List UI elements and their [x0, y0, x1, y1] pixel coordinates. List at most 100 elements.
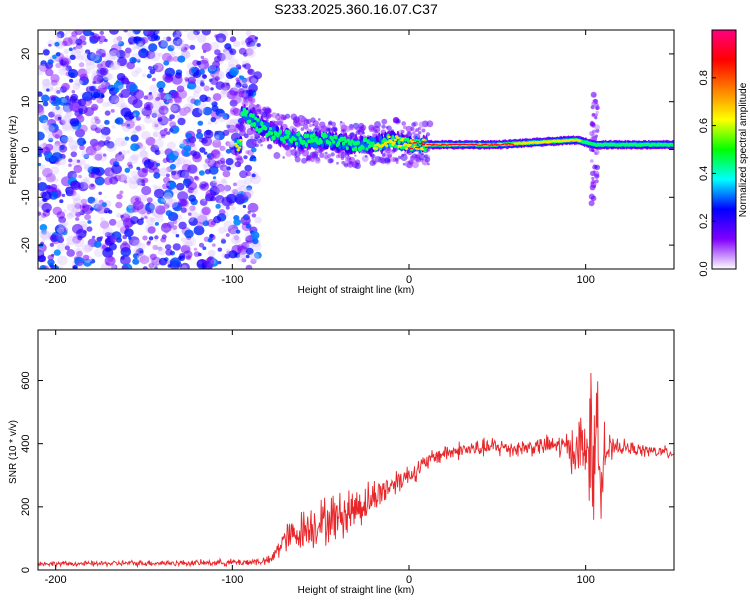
- noise-speckle: [215, 203, 221, 209]
- noise-speckle: [145, 216, 155, 225]
- noise-speckle: [210, 117, 217, 123]
- ridge-band: [254, 116, 258, 121]
- ridge-halo: [243, 96, 250, 103]
- noise-speckle: [229, 36, 237, 43]
- noise-speckle: [140, 48, 147, 53]
- ridge-band: [480, 144, 484, 146]
- ridge-halo: [331, 121, 336, 127]
- ridge-halo: [273, 152, 281, 159]
- noise-speckle: [74, 256, 85, 266]
- noise-speckle: [119, 190, 124, 195]
- noise-speckle: [150, 217, 156, 223]
- noise-speckle: [62, 104, 71, 113]
- noise-speckle: [113, 87, 120, 93]
- noise-speckle: [98, 144, 102, 148]
- noise-speckle: [38, 131, 45, 141]
- noise-speckle: [66, 249, 75, 257]
- ridge-band: [309, 134, 313, 140]
- noise-speckle: [132, 239, 142, 248]
- noise-speckle: [58, 157, 67, 166]
- ridge-spur: [594, 124, 600, 130]
- snr-y-label: SNR (10 * v/v): [8, 420, 19, 484]
- noise-speckle: [225, 233, 230, 237]
- noise-speckle: [219, 145, 226, 151]
- noise-speckle: [79, 35, 87, 42]
- ridge-spur: [595, 110, 599, 115]
- noise-speckle: [105, 142, 117, 153]
- noise-speckle: [38, 65, 45, 76]
- noise-speckle: [38, 177, 42, 181]
- noise-speckle: [74, 247, 83, 255]
- noise-speckle: [168, 181, 177, 189]
- colorbar-frame: [711, 29, 737, 270]
- noise-speckle: [69, 54, 76, 60]
- noise-speckle: [154, 30, 161, 36]
- noise-speckle: [77, 80, 84, 86]
- noise-speckle: [256, 43, 261, 47]
- noise-speckle: [173, 148, 182, 156]
- noise-speckle: [253, 71, 263, 80]
- ridge-band: [267, 130, 271, 136]
- noise-speckle: [168, 151, 179, 161]
- noise-speckle: [98, 35, 106, 43]
- noise-speckle: [72, 265, 78, 269]
- ridge-spur: [592, 164, 597, 170]
- noise-speckle: [126, 80, 131, 85]
- noise-speckle: [42, 78, 50, 86]
- colorbar-tick-label: 0.0: [698, 261, 710, 276]
- noise-speckle: [101, 202, 107, 208]
- noise-speckle: [165, 36, 172, 42]
- ridge-band: [505, 144, 509, 146]
- noise-speckle: [213, 215, 222, 224]
- noise-speckle: [158, 52, 163, 57]
- noise-speckle: [65, 30, 72, 34]
- noise-speckle: [68, 102, 80, 112]
- ridge-halo: [362, 131, 365, 135]
- noise-speckle: [100, 126, 111, 136]
- ridge-halo: [301, 157, 308, 164]
- noise-speckle: [59, 119, 66, 126]
- noise-speckle: [96, 47, 100, 52]
- noise-speckle: [124, 228, 134, 238]
- noise-speckle: [140, 130, 151, 140]
- noise-speckle: [169, 114, 175, 120]
- ridge-spur: [592, 93, 597, 98]
- noise-speckle: [155, 96, 161, 102]
- noise-speckle: [172, 30, 182, 39]
- noise-speckle: [54, 178, 59, 183]
- noise-speckle: [135, 67, 142, 74]
- noise-speckle: [141, 185, 152, 196]
- noise-speckle: [215, 184, 225, 193]
- noise-speckle: [98, 124, 105, 130]
- noise-speckle: [211, 243, 216, 247]
- noise-speckle: [155, 246, 160, 250]
- y-tick-label: 600: [20, 371, 32, 389]
- ridge-halo: [426, 120, 434, 128]
- y-tick-label: -20: [20, 237, 32, 253]
- noise-speckle: [247, 202, 259, 213]
- ridge-halo: [285, 150, 293, 157]
- noise-speckle: [88, 100, 92, 104]
- noise-speckle: [154, 149, 161, 156]
- noise-speckle: [164, 109, 168, 114]
- spectrogram-y-ticks: -20 -10 0 10 20: [20, 48, 674, 253]
- noise-speckle: [58, 119, 63, 124]
- noise-speckle: [225, 205, 230, 210]
- noise-speckle: [188, 212, 192, 216]
- noise-speckle: [230, 206, 236, 211]
- noise-speckle: [104, 255, 116, 266]
- ridge-band: [404, 147, 409, 151]
- ridge-band: [403, 137, 407, 142]
- noise-speckle: [66, 188, 76, 196]
- noise-speckle: [207, 237, 213, 243]
- noise-speckle: [176, 38, 185, 45]
- noise-speckle: [239, 170, 248, 179]
- noise-speckle: [166, 55, 174, 63]
- ridge-halo: [340, 156, 345, 160]
- noise-speckle: [76, 137, 86, 146]
- noise-speckle: [132, 113, 137, 117]
- ridge-band: [470, 143, 474, 145]
- noise-speckle: [187, 76, 196, 84]
- noise-speckle: [139, 255, 150, 265]
- noise-speckle: [190, 211, 199, 219]
